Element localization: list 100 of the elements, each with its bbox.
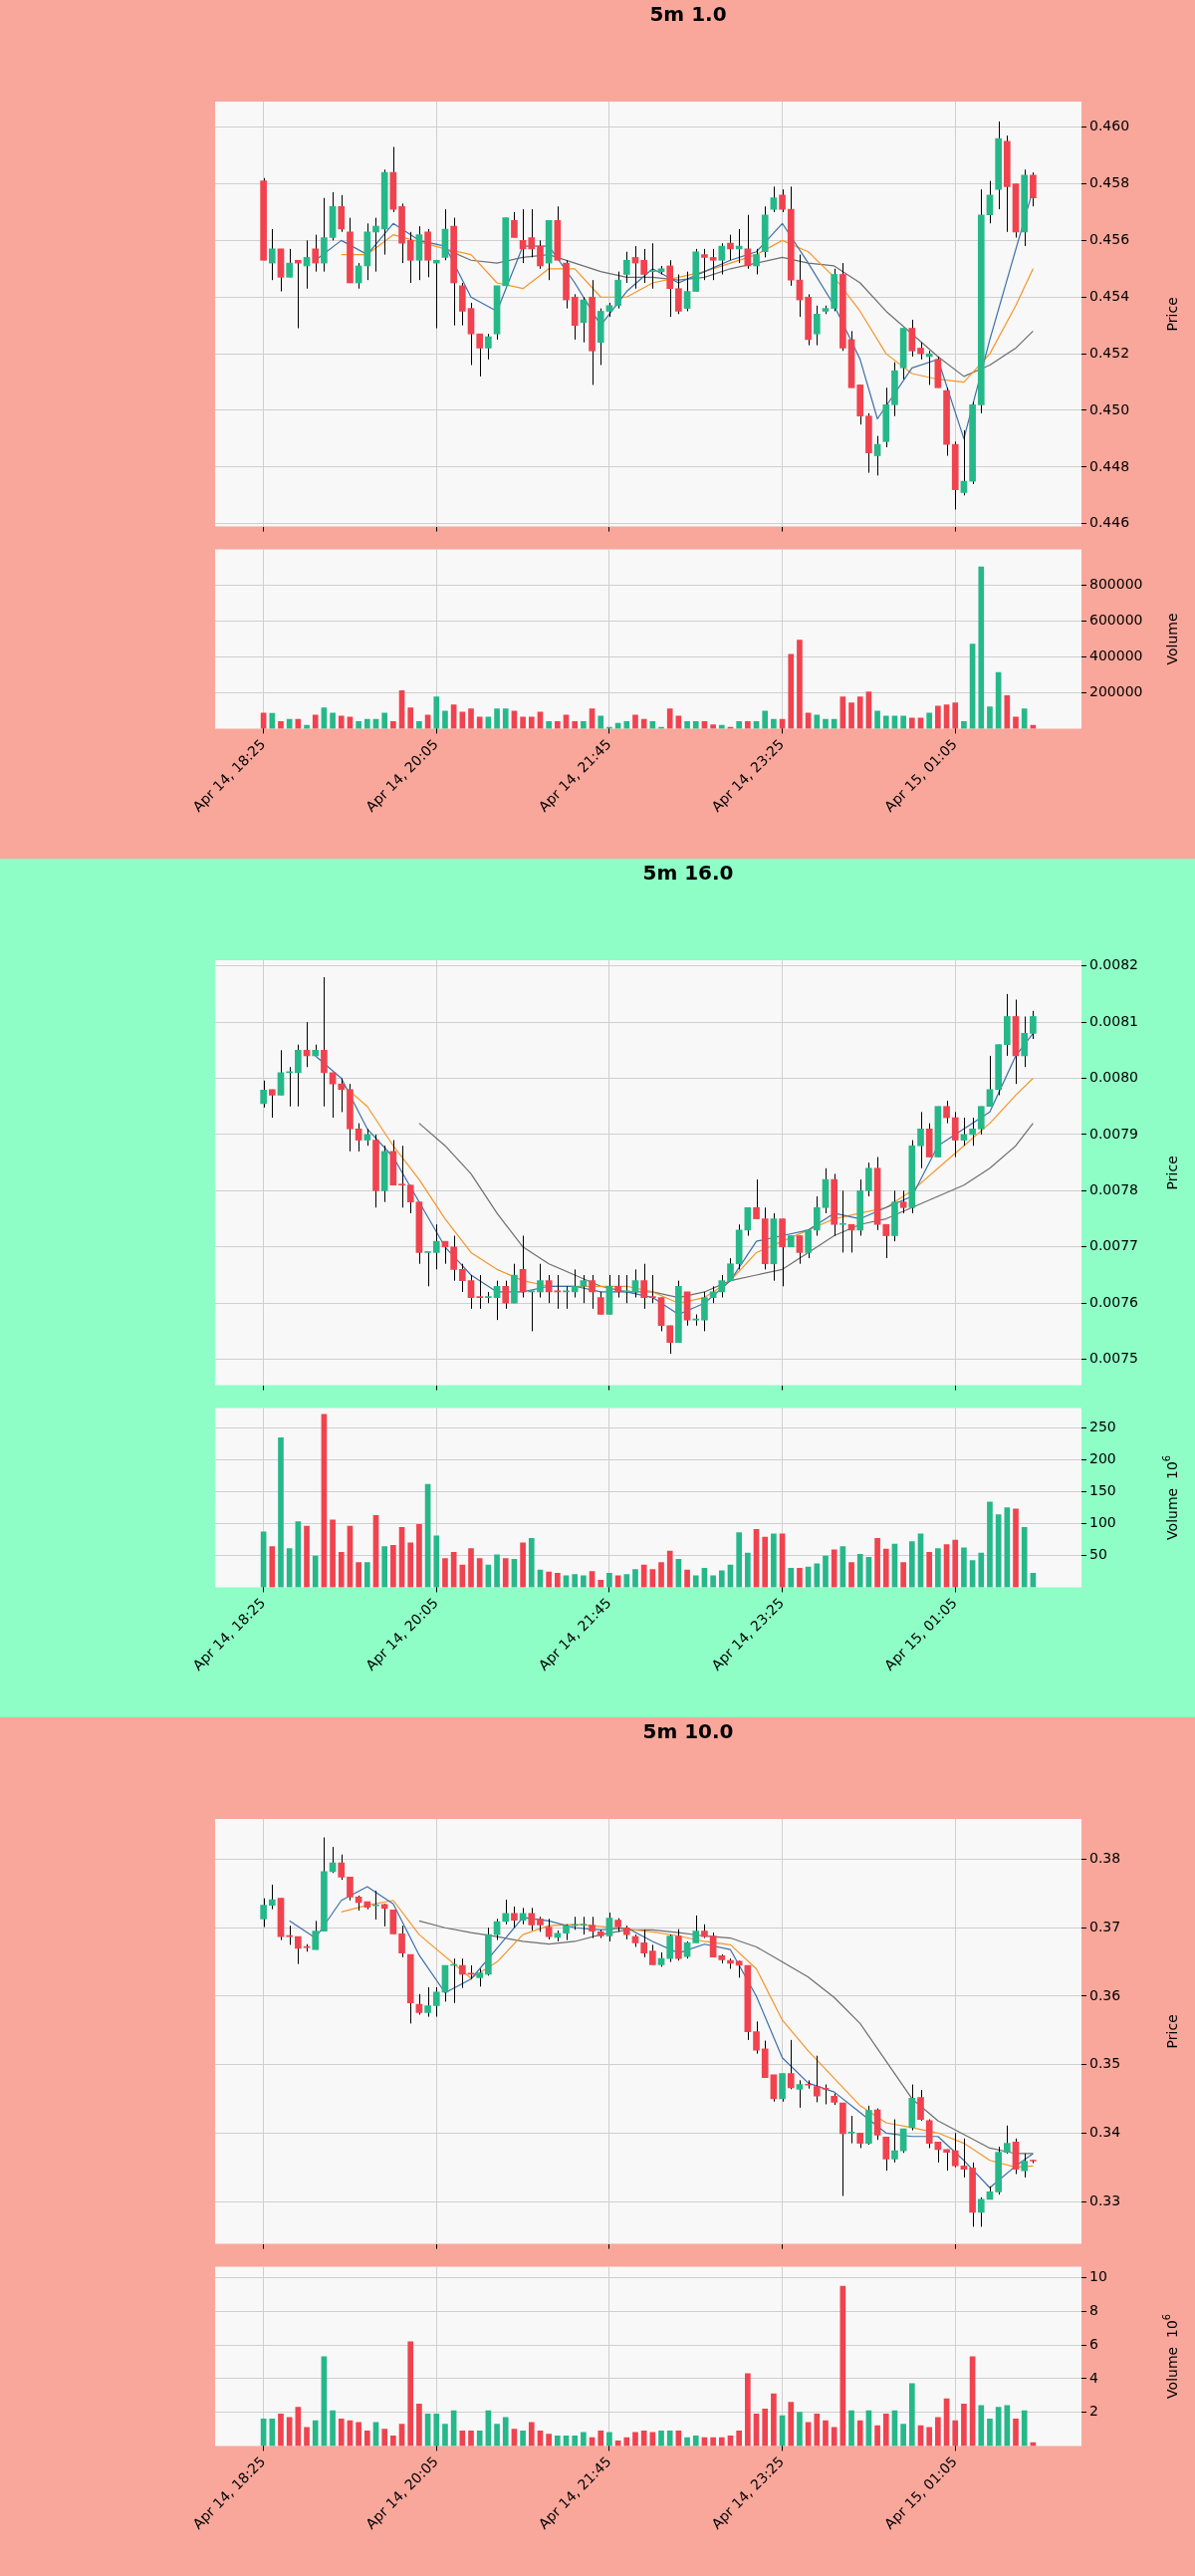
bar [598,2430,604,2447]
candlestick [753,248,760,275]
bar [658,1562,664,1588]
bar [831,2427,837,2447]
bar [356,1562,361,1588]
candlestick [951,2132,959,2169]
bar [684,1569,690,1588]
bar [788,2402,795,2447]
bar [476,2430,483,2447]
bar [736,2430,742,2447]
candlestick [796,2079,804,2109]
bar [1004,2405,1011,2447]
bar [528,2422,535,2447]
bar [823,1555,829,1588]
bar [823,2420,829,2447]
candlestick [666,259,674,318]
bar [771,718,777,729]
candlestick [1030,1010,1037,1040]
y-tick-label: 0.454 [1089,287,1130,304]
y-tick-label: 0.0082 [1089,956,1138,973]
bar [555,720,561,729]
candlestick [675,273,682,315]
y-axis-title: Volume 106 [1160,1454,1180,1540]
candlestick [977,2196,985,2227]
bar [278,2414,284,2447]
bar [546,720,552,729]
bar [546,1571,552,1588]
bar [459,1564,466,1588]
bar [363,718,370,729]
bar [666,2430,673,2447]
bar [736,720,742,729]
candlestick [925,2119,933,2149]
bar [442,710,448,729]
candlestick [537,239,544,270]
y-tick-label: 0.33 [1089,2191,1121,2208]
candlestick [537,1263,544,1299]
bar [598,1580,604,1588]
candlestick [338,1078,346,1113]
candlestick [605,1912,613,1942]
bar [1013,1508,1019,1588]
bar [987,1501,993,1588]
bar [520,2430,526,2447]
bar [468,2430,474,2447]
bar [978,566,985,729]
y-tick-label: 0.450 [1089,400,1130,417]
candlestick [589,1916,596,1939]
bar [710,1575,716,1588]
bar [520,716,526,729]
bar [598,715,604,729]
bar [692,2435,699,2447]
bar [304,724,310,729]
bar [848,2410,854,2447]
bar [407,707,414,729]
candlestick [917,2089,924,2122]
bar [606,1573,612,1588]
bar [623,720,630,729]
bar [606,2432,612,2447]
bar [416,2403,422,2447]
candlestick [432,1223,440,1270]
candlestick [476,1274,484,1310]
bar [433,2414,440,2447]
y-tick-label: 0.0078 [1089,1181,1138,1197]
bar [338,715,345,729]
candlestick [406,231,414,284]
bar [381,712,388,729]
bar [961,1547,967,1588]
bar [390,1544,396,1588]
bar [666,708,673,729]
y-tick-label: 0.446 [1089,514,1130,531]
bar [381,2429,388,2447]
bar [1004,694,1011,729]
y-tick-label: 0.35 [1089,2055,1121,2072]
bar [356,2422,361,2447]
candlestick [891,2119,898,2164]
candlestick [321,976,328,1108]
bar [416,1523,422,1588]
bar [312,714,319,729]
candlestick [467,1274,475,1310]
candlestick [839,1189,846,1253]
bar [433,1535,440,1588]
chart-title: 5m 16.0 [642,861,734,886]
candlestick [666,1933,674,1963]
candlestick [986,1055,994,1108]
bar [442,2424,448,2447]
candlestick [260,1080,267,1109]
bar [520,1542,526,1588]
candlestick [485,333,492,361]
bar [987,2419,993,2447]
bar [381,1546,388,1588]
bar [952,2420,959,2447]
bar [935,1548,941,1588]
bar [304,2427,310,2447]
candlestick [873,435,881,476]
bar [745,1552,751,1588]
bar [814,2414,821,2447]
bar [356,720,361,729]
candlestick [450,1235,457,1282]
bar [502,2417,509,2447]
candlestick [805,1229,812,1259]
chart-title: 5m 10.0 [642,1719,734,1744]
